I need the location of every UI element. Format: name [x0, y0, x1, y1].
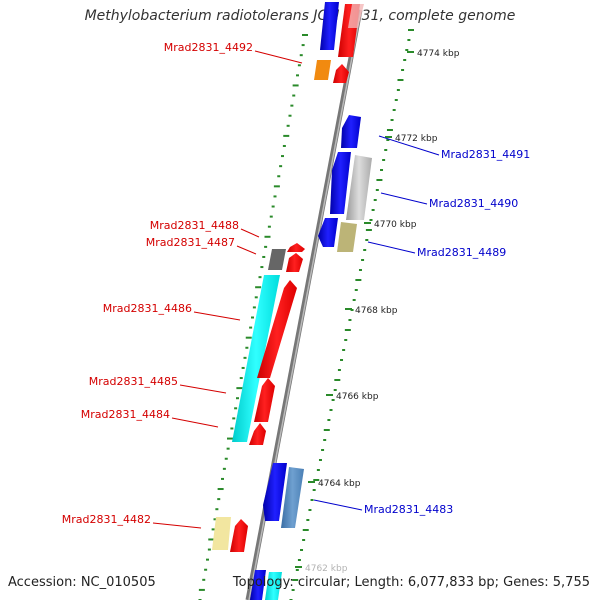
gene-arrow-bottom-blue — [250, 570, 266, 600]
gene-label[interactable]: Mrad2831_4485 — [89, 375, 178, 388]
gene-label-leader — [152, 522, 202, 529]
gene-label-leader — [179, 384, 227, 394]
scale-tick-label: 4768 kbp — [355, 306, 398, 316]
map-title: Methylobacterium radiotolerans JCM 2831,… — [84, 8, 516, 24]
scale-tick-label: 4764 kbp — [318, 479, 361, 489]
gene-label[interactable]: Mrad2831_4486 — [103, 302, 192, 315]
gene-label-leader — [380, 192, 428, 205]
scale-tick-label: 4762 kbp — [305, 564, 348, 574]
scale-tick-label: 4770 kbp — [374, 220, 417, 230]
gene-arrow-4484 — [249, 423, 266, 445]
gene-arrow-4483-a — [263, 463, 287, 521]
gene-arrow-4487 — [287, 243, 305, 252]
gene-label[interactable]: Mrad2831_4487 — [146, 236, 235, 249]
gene-label-leader — [313, 499, 363, 511]
gene-arrow-4492-b — [333, 64, 349, 83]
gene-label[interactable]: Mrad2831_4490 — [429, 197, 518, 210]
gene-arrow-4483-b — [281, 467, 304, 528]
gene-arrow-4491 — [341, 115, 361, 148]
gene-labels: Mrad2831_4492 Mrad2831_4491 Mrad2831_4490 M… — [62, 41, 530, 529]
gene-arrow-4488 — [268, 249, 286, 270]
gene-label[interactable]: Mrad2831_4488 — [150, 219, 239, 232]
gene-label-leader — [193, 311, 241, 321]
gene-label[interactable]: Mrad2831_4484 — [81, 408, 170, 421]
gene-arrow-4489-a — [318, 218, 338, 247]
gene-arrow-4482-b — [230, 519, 248, 552]
gene-label-leader — [240, 228, 260, 238]
gene-arrow-4482-a — [212, 517, 231, 550]
accession-text: Accession: NC_010505 — [8, 575, 156, 590]
scale-tick-label: 4774 kbp — [417, 49, 460, 59]
gene-arrow-4489-b — [337, 222, 357, 252]
scale-ticks: 4774 kbp 4772 kbp 4770 kbp 4768 kbp 4766 kbp… — [295, 49, 460, 574]
gene-arrow-4490-b — [346, 155, 372, 220]
gene-label-leader — [236, 245, 257, 255]
gene-label-leader — [367, 241, 416, 254]
scale-tick-label: 4766 kbp — [336, 392, 379, 402]
gene-arrows-forward — [212, 4, 364, 552]
gene-arrow-4490-a — [330, 152, 351, 214]
topology-text: Topology: circular; Length: 6,077,833 bp… — [232, 575, 590, 590]
gene-label-leader — [254, 50, 303, 64]
gene-label[interactable]: Mrad2831_4491 — [441, 148, 530, 161]
gene-arrow-bottom-cyan — [265, 572, 282, 600]
gene-label[interactable]: Mrad2831_4482 — [62, 513, 151, 526]
gene-arrow-4492 — [314, 60, 331, 80]
gene-label[interactable]: Mrad2831_4489 — [417, 246, 506, 259]
gene-arrow-4487-b — [286, 253, 303, 272]
gene-arrow-4485 — [254, 378, 275, 422]
gene-arrows-reverse — [250, 2, 372, 600]
gene-label-leader — [171, 417, 219, 428]
gene-arrow-4486-cyan — [232, 275, 280, 442]
gene-label[interactable]: Mrad2831_4492 — [164, 41, 253, 54]
gene-arrow-top-blue — [320, 2, 339, 50]
gene-label-leader — [378, 135, 440, 156]
scale-tick-label: 4772 kbp — [395, 134, 438, 144]
dotted-track-right — [289, 29, 414, 600]
gene-arrow-top-pink — [348, 4, 364, 28]
gene-label[interactable]: Mrad2831_4483 — [364, 503, 453, 516]
gene-arrow-4486-red — [257, 280, 297, 378]
